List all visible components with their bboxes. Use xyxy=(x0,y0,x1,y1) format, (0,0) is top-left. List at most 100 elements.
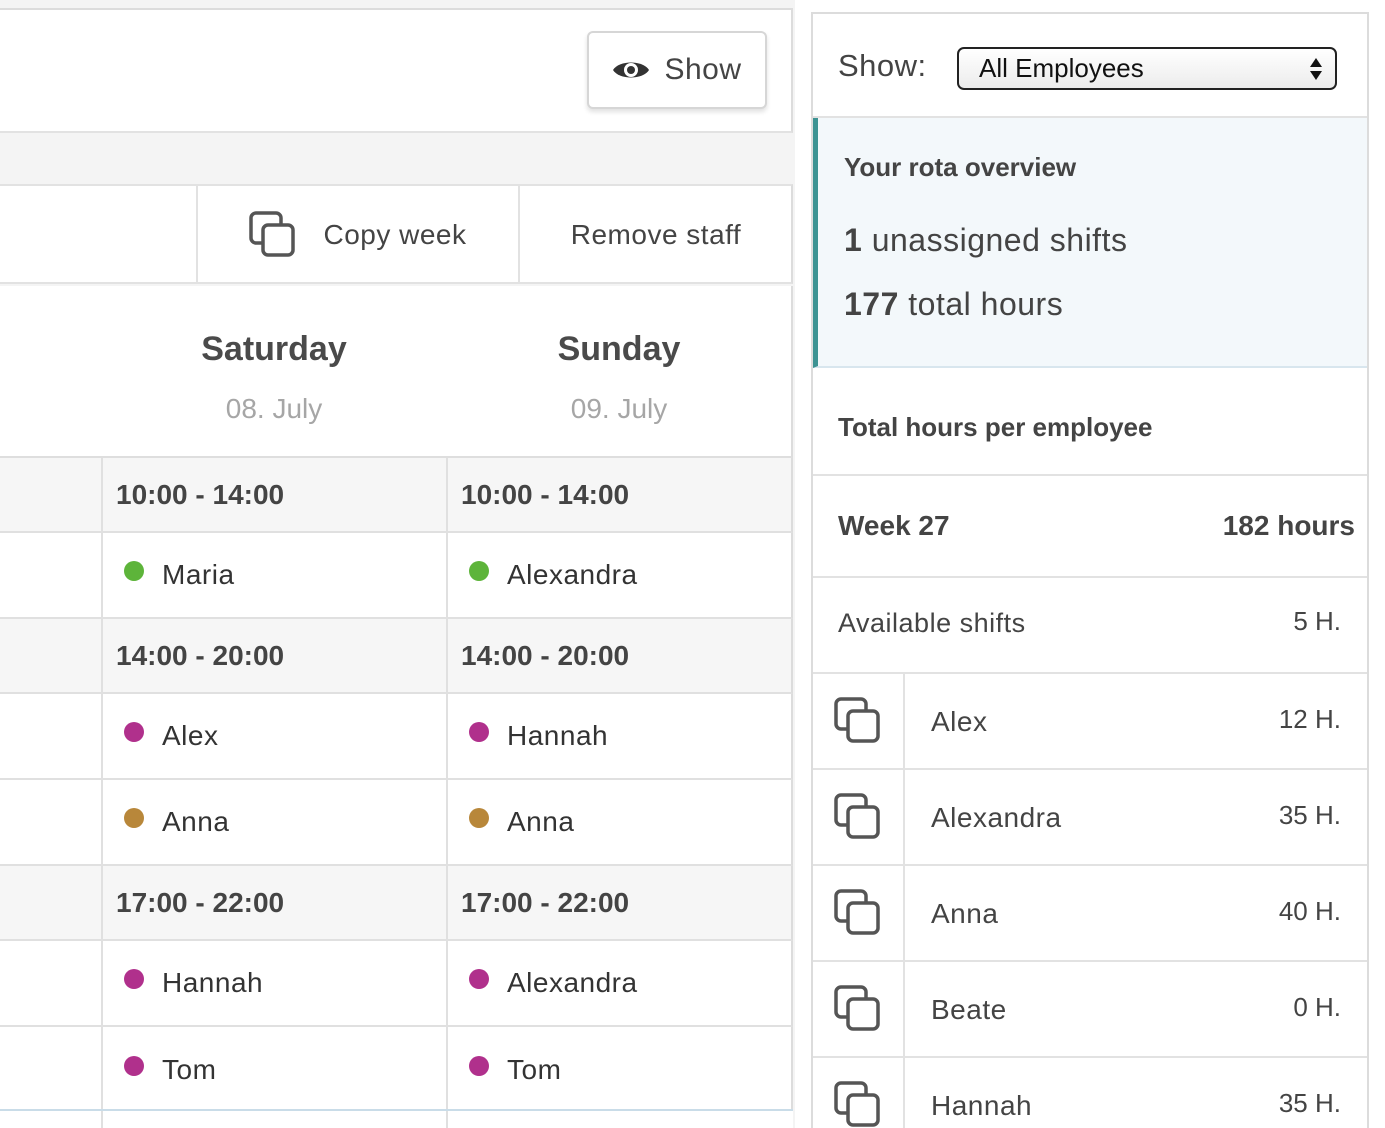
unassigned-shifts-summary: 1 unassigned shifts xyxy=(844,222,1127,259)
select-arrows-icon xyxy=(1310,58,1322,80)
filter-label: Show: xyxy=(838,48,927,83)
overview-title: Your rota overview xyxy=(844,152,1077,182)
employee-name: Beate xyxy=(931,994,1007,1025)
employee-hours: 12 H. xyxy=(1278,704,1341,734)
shift-grid: 10:00 - 14:00 10:00 - 14:00 Maria Alexan… xyxy=(0,458,793,1113)
day-name: Sunday xyxy=(557,330,681,368)
shift-time: 17:00 - 22:00 xyxy=(116,886,285,918)
staff-name: Maria xyxy=(162,559,235,590)
status-dot xyxy=(469,722,489,742)
shift-time-row: 14:00 - 20:00 14:00 - 20:00 xyxy=(0,619,793,694)
shift-time-row: 17:00 - 22:00 17:00 - 22:00 xyxy=(0,866,793,941)
remove-staff-label: Remove staff xyxy=(570,219,742,250)
show-button-label: Show xyxy=(664,53,742,86)
staff-cell[interactable]: Tom xyxy=(101,1027,447,1113)
copy-week-label: Copy week xyxy=(323,219,467,250)
day-header-sunday: Sunday 09. July xyxy=(447,286,791,425)
staff-cell[interactable]: Maria xyxy=(101,533,447,617)
staff-cell[interactable]: Tom xyxy=(446,1027,793,1113)
available-shifts-row: Available shifts 5 H. xyxy=(813,578,1367,674)
staff-name: Anna xyxy=(507,806,575,837)
status-dot xyxy=(469,808,489,828)
filter-selected-value: All Employees xyxy=(979,53,1144,83)
shift-time-cell[interactable]: 14:00 - 20:00 xyxy=(446,619,793,692)
shift-time-row: 10:00 - 14:00 10:00 - 14:00 xyxy=(0,458,793,533)
status-dot xyxy=(124,969,144,989)
copy-icon xyxy=(834,985,880,1031)
available-shifts-label: Available shifts xyxy=(838,608,1026,638)
shift-time-cell[interactable]: 10:00 - 14:00 xyxy=(101,458,447,531)
status-dot xyxy=(469,1056,489,1076)
employee-filter: Show: All Employees xyxy=(813,14,1367,118)
week-actions: Copy week Remove staff xyxy=(0,184,793,284)
employee-hours: 0 H. xyxy=(1293,992,1341,1022)
employee-hours-row: Alex 12 H. xyxy=(813,674,1367,770)
shift-staff-row: Anna Anna xyxy=(0,780,793,866)
total-hours-count: 177 xyxy=(844,286,899,322)
show-button[interactable]: Show xyxy=(587,31,767,109)
available-shifts-hours: 5 H. xyxy=(1293,606,1341,636)
employee-name: Alex xyxy=(931,706,988,737)
employee-hours-row: Anna 40 H. xyxy=(813,866,1367,962)
hours-per-employee-title: Total hours per employee xyxy=(838,412,1153,442)
shift-time: 17:00 - 22:00 xyxy=(461,886,630,918)
shift-time: 10:00 - 14:00 xyxy=(116,478,285,510)
staff-cell[interactable]: Anna xyxy=(101,780,447,864)
total-hours-summary: 177 total hours xyxy=(844,286,1063,323)
total-hours-text: total hours xyxy=(908,286,1064,322)
status-dot xyxy=(469,561,489,581)
staff-name: Tom xyxy=(162,1054,217,1085)
staff-name: Anna xyxy=(162,806,230,837)
employee-hours-row: Alexandra 35 H. xyxy=(813,770,1367,866)
rota-sidebar: Show: All Employees Your rota overview 1… xyxy=(811,12,1369,1128)
page-edge xyxy=(1369,0,1385,1128)
copy-employee-button[interactable] xyxy=(813,770,905,864)
hours-per-employee-header: Total hours per employee xyxy=(813,368,1367,476)
copy-employee-button[interactable] xyxy=(813,674,905,768)
week-label: Week 27 xyxy=(838,510,950,541)
employee-filter-select[interactable]: All Employees xyxy=(957,47,1337,90)
copy-employee-button[interactable] xyxy=(813,866,905,960)
shift-time-cell[interactable]: 17:00 - 22:00 xyxy=(446,866,793,939)
copy-week-button[interactable]: Copy week xyxy=(196,186,520,284)
staff-cell[interactable]: Anna xyxy=(446,780,793,864)
day-date: 08. July xyxy=(225,393,323,424)
staff-cell[interactable]: Alexandra xyxy=(446,533,793,617)
employee-hours: 35 H. xyxy=(1278,800,1341,830)
shift-time-cell[interactable]: 17:00 - 22:00 xyxy=(101,866,447,939)
shift-time: 14:00 - 20:00 xyxy=(461,639,630,671)
status-dot xyxy=(124,561,144,581)
employee-name: Alexandra xyxy=(931,802,1062,833)
copy-icon xyxy=(834,889,880,935)
status-dot xyxy=(124,1056,144,1076)
employee-hours: 40 H. xyxy=(1278,896,1341,926)
staff-cell[interactable]: Hannah xyxy=(446,694,793,778)
copy-icon xyxy=(834,697,880,743)
copy-icon xyxy=(834,1081,880,1127)
staff-name: Alexandra xyxy=(507,559,638,590)
staff-cell[interactable]: Alex xyxy=(101,694,447,778)
remove-staff-button[interactable]: Remove staff xyxy=(521,186,791,284)
shift-time-cell[interactable]: 14:00 - 20:00 xyxy=(101,619,447,692)
staff-cell[interactable]: Hannah xyxy=(101,941,447,1025)
shift-time: 14:00 - 20:00 xyxy=(116,639,285,671)
employee-name: Anna xyxy=(931,898,999,929)
employee-hours-row: Hannah 35 H. xyxy=(813,1058,1367,1128)
copy-icon xyxy=(834,793,880,839)
staff-name: Alex xyxy=(162,720,219,751)
copy-employee-button[interactable] xyxy=(813,1058,905,1128)
rota-overview: Your rota overview 1 unassigned shifts 1… xyxy=(813,118,1367,368)
employee-hours: 35 H. xyxy=(1278,1088,1341,1118)
shift-time-cell[interactable]: 10:00 - 14:00 xyxy=(446,458,793,531)
day-header-saturday: Saturday 08. July xyxy=(102,286,446,425)
week-hours: 182 hours xyxy=(1222,510,1355,541)
toolbar: Show xyxy=(0,8,793,133)
copy-employee-button[interactable] xyxy=(813,962,905,1056)
shift-staff-row: Maria Alexandra xyxy=(0,533,793,619)
status-dot xyxy=(124,808,144,828)
shift-staff-row: Tom Tom xyxy=(0,1027,793,1113)
staff-name: Hannah xyxy=(507,720,609,751)
staff-cell[interactable]: Alexandra xyxy=(446,941,793,1025)
staff-name: Tom xyxy=(507,1054,562,1085)
unassigned-text: unassigned shifts xyxy=(871,222,1128,258)
